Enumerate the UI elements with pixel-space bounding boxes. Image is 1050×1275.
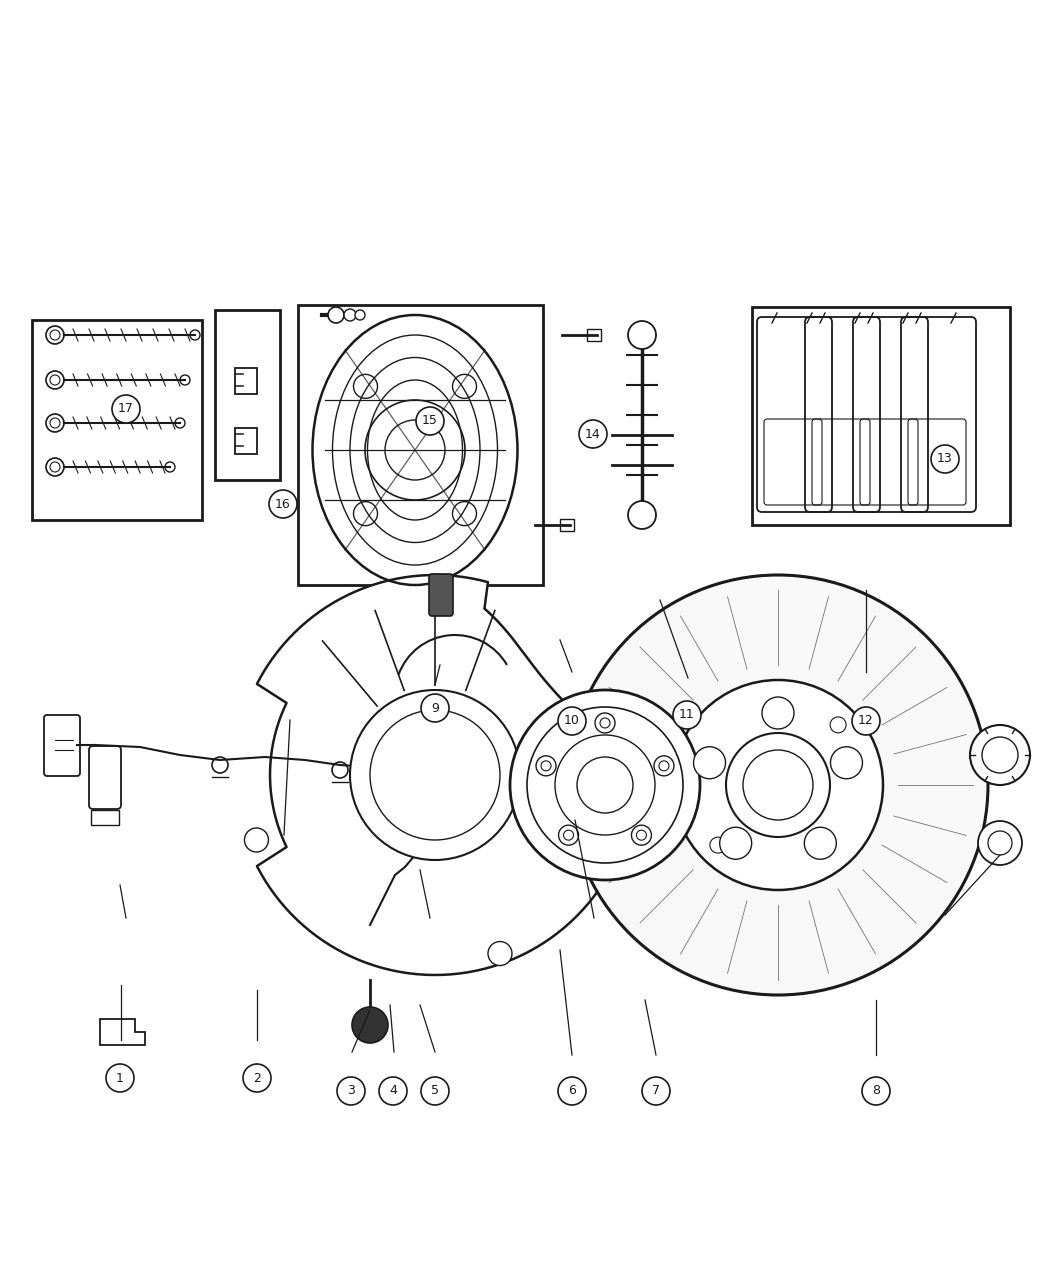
Circle shape (628, 501, 656, 529)
Text: 14: 14 (585, 427, 601, 440)
Circle shape (337, 1077, 365, 1105)
Text: 11: 11 (679, 709, 695, 722)
Circle shape (762, 697, 794, 729)
Circle shape (642, 1077, 670, 1105)
Text: 8: 8 (872, 1085, 880, 1098)
Circle shape (595, 713, 615, 733)
Circle shape (352, 1007, 388, 1043)
Circle shape (579, 419, 607, 448)
Circle shape (558, 1077, 586, 1105)
Text: 2: 2 (253, 1071, 261, 1085)
Bar (236, 374, 244, 388)
Circle shape (328, 307, 344, 323)
Text: 17: 17 (118, 403, 134, 416)
Circle shape (673, 680, 883, 890)
FancyBboxPatch shape (429, 574, 453, 616)
Circle shape (568, 575, 988, 994)
Text: 10: 10 (564, 714, 580, 728)
Circle shape (558, 708, 586, 734)
Bar (32, 320, 202, 520)
Circle shape (243, 1065, 271, 1091)
Circle shape (379, 1077, 407, 1105)
Bar (236, 434, 244, 448)
Circle shape (693, 747, 726, 779)
Text: 7: 7 (652, 1085, 660, 1098)
Circle shape (710, 838, 726, 853)
Bar (560, 519, 574, 530)
Text: 4: 4 (390, 1085, 397, 1098)
Circle shape (245, 827, 269, 852)
Circle shape (719, 827, 752, 859)
Bar (587, 329, 601, 340)
Text: 13: 13 (937, 453, 953, 465)
Circle shape (931, 445, 959, 473)
Bar (752, 307, 1010, 525)
Circle shape (510, 690, 700, 880)
Circle shape (106, 1065, 134, 1091)
Text: 6: 6 (568, 1085, 576, 1098)
Circle shape (673, 701, 701, 729)
Circle shape (416, 407, 444, 435)
Text: 5: 5 (430, 1085, 439, 1098)
Circle shape (559, 825, 579, 845)
Text: 15: 15 (422, 414, 438, 427)
Circle shape (804, 827, 836, 859)
Circle shape (862, 1077, 890, 1105)
Circle shape (421, 1077, 449, 1105)
Circle shape (631, 825, 651, 845)
Polygon shape (257, 575, 635, 975)
Bar (298, 305, 543, 585)
Circle shape (654, 756, 674, 776)
Circle shape (488, 941, 512, 965)
Circle shape (537, 756, 556, 776)
Circle shape (602, 827, 626, 852)
Circle shape (726, 733, 830, 836)
Circle shape (831, 747, 862, 779)
Circle shape (269, 490, 297, 518)
Bar (91, 810, 119, 825)
Text: 9: 9 (432, 701, 439, 714)
Bar (235, 368, 257, 394)
Text: 3: 3 (348, 1085, 355, 1098)
Circle shape (112, 395, 140, 423)
Circle shape (978, 821, 1022, 864)
Circle shape (421, 694, 449, 722)
Text: 12: 12 (858, 714, 874, 728)
Bar (215, 310, 280, 479)
Bar (235, 428, 257, 454)
Circle shape (970, 725, 1030, 785)
Text: 16: 16 (275, 497, 291, 510)
Circle shape (355, 310, 365, 320)
Text: 1: 1 (117, 1071, 124, 1085)
Circle shape (350, 690, 520, 861)
Circle shape (852, 708, 880, 734)
Circle shape (831, 717, 846, 733)
Circle shape (344, 309, 356, 321)
Circle shape (628, 321, 656, 349)
